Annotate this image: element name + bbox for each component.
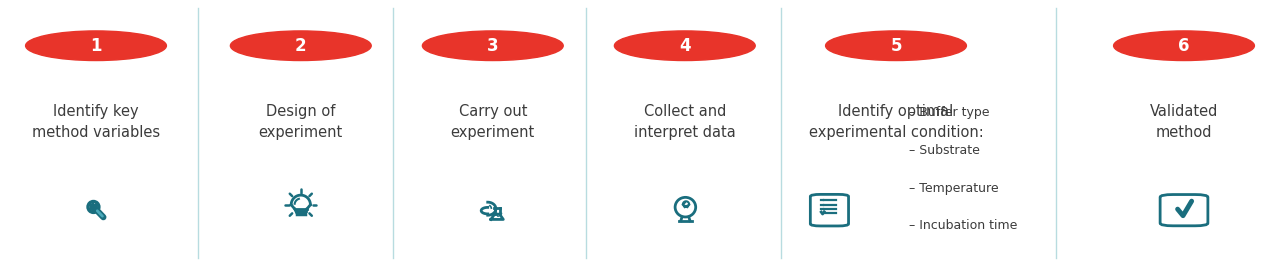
Text: 5: 5	[891, 37, 901, 55]
Text: – Temperature: – Temperature	[909, 182, 998, 195]
Text: Identify key
method variables: Identify key method variables	[32, 104, 160, 140]
Text: Collect and
interpret data: Collect and interpret data	[634, 104, 736, 140]
Ellipse shape	[1114, 31, 1254, 61]
Text: Identify optimal
experimental condition:: Identify optimal experimental condition:	[809, 104, 983, 140]
Text: – Incubation time: – Incubation time	[909, 220, 1018, 232]
Ellipse shape	[422, 31, 563, 61]
Text: 3: 3	[486, 37, 499, 55]
Text: Validated
method: Validated method	[1149, 104, 1219, 140]
Text: 6: 6	[1179, 37, 1189, 55]
Text: – Buffer type: – Buffer type	[909, 107, 989, 119]
Text: Design of
experiment: Design of experiment	[259, 104, 343, 140]
Ellipse shape	[26, 31, 166, 61]
Text: 2: 2	[294, 37, 307, 55]
Ellipse shape	[614, 31, 755, 61]
Text: 1: 1	[91, 37, 101, 55]
Text: 4: 4	[678, 37, 691, 55]
Ellipse shape	[230, 31, 371, 61]
Text: Carry out
experiment: Carry out experiment	[451, 104, 535, 140]
Ellipse shape	[826, 31, 966, 61]
Text: – Substrate: – Substrate	[909, 144, 979, 157]
